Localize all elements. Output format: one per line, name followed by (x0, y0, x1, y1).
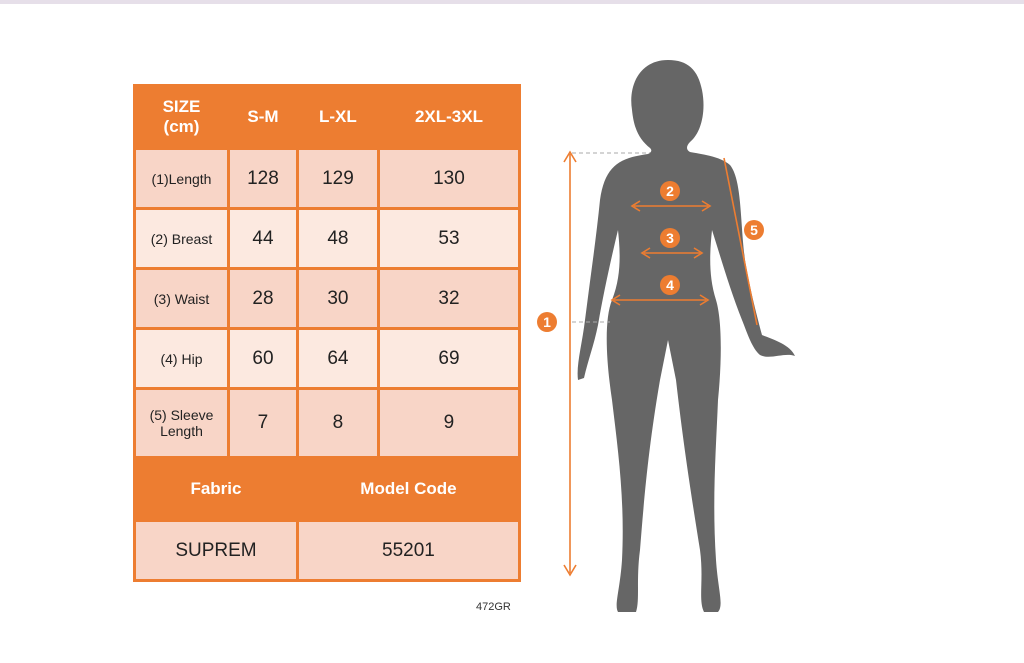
marker-2-label: 2 (666, 183, 674, 199)
cell: 44 (227, 207, 299, 270)
row-label: (3) Waist (133, 267, 230, 330)
fabric-label: Fabric (133, 456, 299, 522)
cell: 28 (227, 267, 299, 330)
marker-5-label: 5 (750, 222, 758, 238)
marker-4-icon (660, 275, 680, 295)
sleeve-arrow (723, 157, 758, 326)
row-label: (4) Hip (133, 327, 230, 390)
size-col: 2XL-3XL (376, 84, 522, 150)
cell: 69 (376, 327, 522, 390)
marker-3-label: 3 (666, 230, 674, 246)
marker-4-label: 4 (666, 277, 674, 293)
row-label: (5) Sleeve Length (133, 387, 230, 459)
marker-2-icon (660, 181, 680, 201)
table-row: (4) Hip 60 64 69 (133, 327, 522, 390)
info-row: SUPREM 55201 (133, 519, 522, 582)
size-header: SIZE (cm) (133, 84, 230, 150)
size-col: S-M (227, 84, 299, 150)
cell: 129 (295, 147, 380, 210)
cell: 128 (227, 147, 299, 210)
model-code-label: Model Code (295, 456, 522, 522)
marker-1-icon (537, 312, 557, 332)
table-row: (5) Sleeve Length 7 8 9 (133, 387, 522, 459)
row-label: (2) Breast (133, 207, 230, 270)
cell: 9 (376, 387, 522, 459)
measurement-lines (563, 150, 758, 577)
woman-silhouette (577, 60, 795, 612)
cell: 32 (376, 267, 522, 330)
body-measurement-figure: 1 2 3 4 5 (537, 60, 795, 612)
model-code-value: 55201 (295, 519, 522, 582)
table-row: (3) Waist 28 30 32 (133, 267, 522, 330)
table-row: (1)Length 128 129 130 (133, 147, 522, 210)
cell: 130 (376, 147, 522, 210)
row-label-line1: (5) Sleeve (149, 407, 214, 423)
measurement-markers: 1 2 3 4 5 (537, 181, 764, 332)
top-border (0, 0, 1024, 4)
marker-5-icon (744, 220, 764, 240)
marker-3-icon (660, 228, 680, 248)
marker-1-label: 1 (543, 314, 551, 330)
cell: 60 (227, 327, 299, 390)
table-row: (2) Breast 44 48 53 (133, 207, 522, 270)
cell: 8 (295, 387, 380, 459)
size-header-line2: (cm) (163, 117, 200, 136)
guide-lines (572, 152, 650, 323)
cell: 7 (227, 387, 299, 459)
cell: 48 (295, 207, 380, 270)
size-header-line1: SIZE (162, 97, 201, 116)
info-header-row: Fabric Model Code (133, 456, 522, 522)
cell: 64 (295, 327, 380, 390)
table-header-row: SIZE (cm) S-M L-XL 2XL-3XL (133, 84, 522, 150)
row-label-line2: Length (160, 423, 203, 439)
product-code: 472GR (476, 601, 511, 613)
cell: 30 (295, 267, 380, 330)
size-col: L-XL (295, 84, 380, 150)
row-label: (1)Length (133, 147, 230, 210)
fabric-value: SUPREM (133, 519, 299, 582)
size-chart-table: SIZE (cm) S-M L-XL 2XL-3XL (1)Length 128 … (133, 84, 522, 582)
cell: 53 (376, 207, 522, 270)
